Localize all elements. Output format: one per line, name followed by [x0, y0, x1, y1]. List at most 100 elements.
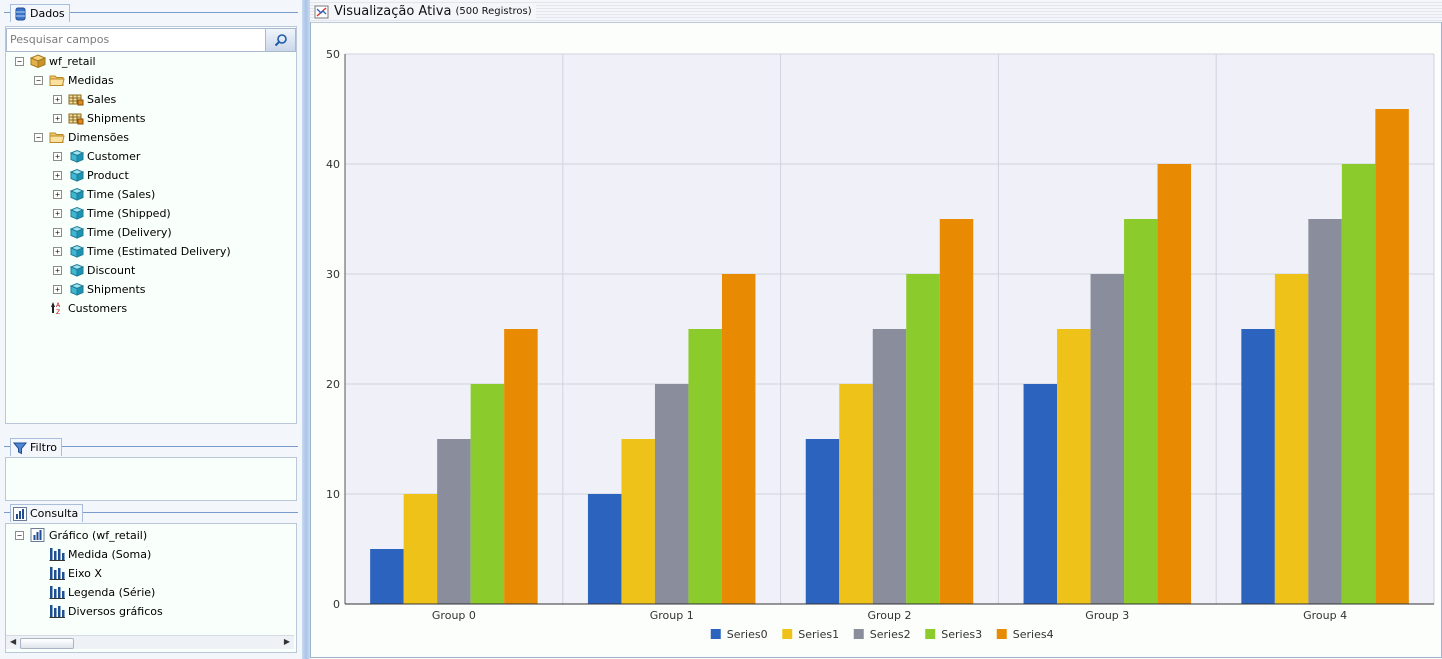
tree-item[interactable]: Legenda (Série) [34, 583, 155, 601]
tree-item[interactable]: + Discount [53, 261, 135, 279]
bar-series1-4[interactable] [1274, 274, 1309, 604]
bar-series1-0[interactable] [403, 494, 438, 604]
expand-icon[interactable]: + [53, 189, 62, 199]
expand-icon[interactable]: + [53, 284, 62, 294]
horizontal-scrollbar[interactable]: ◀ ▶ [6, 635, 294, 649]
cube-icon [29, 54, 47, 69]
tree-item-label: Time (Shipped) [87, 206, 171, 220]
tree-item[interactable]: A Z Customers [34, 299, 127, 317]
tree-item[interactable]: + Time (Sales) [53, 185, 155, 203]
search-button[interactable] [265, 29, 295, 51]
bar-series1-1[interactable] [621, 439, 655, 604]
tree-item-label: Dimensões [68, 130, 129, 144]
folder-icon [49, 73, 65, 87]
bar-chart: 0 10 20 30 40 50 Group 0 Group 1 Group 2 Group 3 G… [326, 48, 1435, 641]
y-tick-label: 10 [326, 488, 340, 501]
view-title: Visualização Ativa [334, 4, 452, 19]
bar-series0-0[interactable] [370, 549, 404, 604]
collapse-icon[interactable]: − [15, 56, 24, 66]
bar-series2-2[interactable] [872, 329, 907, 604]
expand-icon[interactable]: + [53, 246, 62, 256]
x-tick-label: Group 0 [432, 609, 476, 622]
filter-panel-title: Filtro [30, 441, 57, 454]
bar-series2-4[interactable] [1308, 219, 1342, 604]
query-panel-tab[interactable]: Consulta [10, 504, 84, 522]
dimension-icon [68, 244, 85, 258]
tree-item[interactable]: + Time (Delivery) [53, 223, 172, 241]
bar-series2-1[interactable] [654, 384, 689, 604]
expand-icon[interactable]: + [53, 151, 62, 161]
tree-item[interactable]: − Gráfico (wf_retail) [15, 526, 147, 544]
filter-panel-tab[interactable]: Filtro [10, 438, 62, 456]
bar-series3-1[interactable] [688, 329, 722, 604]
view-icon [314, 5, 330, 19]
tree-item[interactable]: + Product [53, 166, 129, 184]
bar-series4-3[interactable] [1157, 164, 1192, 604]
tree-item[interactable]: Medida (Soma) [34, 545, 151, 563]
legend-swatch [710, 629, 721, 639]
bar-series3-0[interactable] [470, 384, 505, 604]
legend-label: Series1 [798, 628, 839, 641]
tree-item-label: Time (Delivery) [87, 225, 172, 239]
legend-swatch [782, 629, 793, 639]
tree-item[interactable]: + Sales [53, 90, 116, 108]
bar-series0-3[interactable] [1023, 384, 1058, 604]
dimension-icon [68, 225, 85, 239]
bar-series4-0[interactable] [504, 329, 538, 604]
legend-swatch [925, 629, 936, 639]
tree-item[interactable]: − Medidas [34, 71, 114, 89]
bar-series2-0[interactable] [437, 439, 471, 604]
folder-icon [49, 130, 65, 144]
bar-series1-2[interactable] [839, 384, 873, 604]
dimension-icon [68, 206, 85, 220]
bar-series0-1[interactable] [587, 494, 622, 604]
y-tick-label: 20 [326, 378, 340, 391]
tree-item[interactable]: + Time (Estimated Delivery) [53, 242, 231, 260]
panel-splitter[interactable] [302, 0, 310, 659]
bar-series2-3[interactable] [1090, 274, 1125, 604]
tree-item[interactable]: Eixo X [34, 564, 102, 582]
tree-item[interactable]: − wf_retail [15, 52, 96, 70]
bar-series4-4[interactable] [1375, 109, 1409, 604]
expand-icon[interactable]: + [53, 265, 62, 275]
expand-icon[interactable]: + [53, 208, 62, 218]
tree-item[interactable]: + Shipments [53, 280, 146, 298]
search-input[interactable] [7, 29, 266, 49]
y-tick-label: 40 [326, 158, 340, 171]
bar-series0-4[interactable] [1241, 329, 1275, 604]
expand-icon[interactable]: + [53, 170, 62, 180]
svg-text:A: A [56, 302, 61, 309]
bar-series4-1[interactable] [721, 274, 756, 604]
collapse-icon[interactable]: − [15, 530, 24, 540]
tree-item-label: Gráfico (wf_retail) [49, 528, 148, 542]
tree-item[interactable]: + Customer [53, 147, 140, 165]
query-panel-body [5, 523, 297, 653]
bar-series3-3[interactable] [1124, 219, 1158, 604]
bar-series3-2[interactable] [906, 274, 940, 604]
tree-item[interactable]: + Time (Shipped) [53, 204, 171, 222]
legend: Series0 Series1 Series2 Series3 Series4 [710, 628, 1054, 641]
bar-series1-3[interactable] [1057, 329, 1091, 604]
filter-drop-area[interactable] [5, 457, 297, 501]
tree-item[interactable]: Diversos gráficos [34, 602, 163, 620]
bar-series4-2[interactable] [939, 219, 974, 604]
expand-icon[interactable]: + [53, 94, 62, 104]
x-tick-label: Group 2 [868, 609, 912, 622]
bar-series3-4[interactable] [1341, 164, 1376, 604]
expand-icon[interactable]: + [53, 227, 62, 237]
collapse-icon[interactable]: − [34, 132, 43, 142]
scrollbar-thumb[interactable] [20, 638, 74, 649]
tree-item[interactable]: + Shipments [53, 109, 146, 127]
tree-item-label: Shipments [87, 111, 146, 125]
scroll-left-icon[interactable]: ◀ [10, 637, 17, 646]
tree-item-label: Time (Sales) [87, 187, 156, 201]
bar-series0-2[interactable] [805, 439, 840, 604]
data-panel-tab[interactable]: Dados [10, 4, 70, 22]
measure-icon [68, 111, 84, 125]
collapse-icon[interactable]: − [34, 75, 43, 85]
expand-icon[interactable]: + [53, 113, 62, 123]
tree-item-label: Sales [87, 92, 117, 106]
svg-text:Z: Z [56, 309, 60, 315]
scroll-right-icon[interactable]: ▶ [283, 637, 290, 646]
tree-item[interactable]: − Dimensões [34, 128, 129, 146]
